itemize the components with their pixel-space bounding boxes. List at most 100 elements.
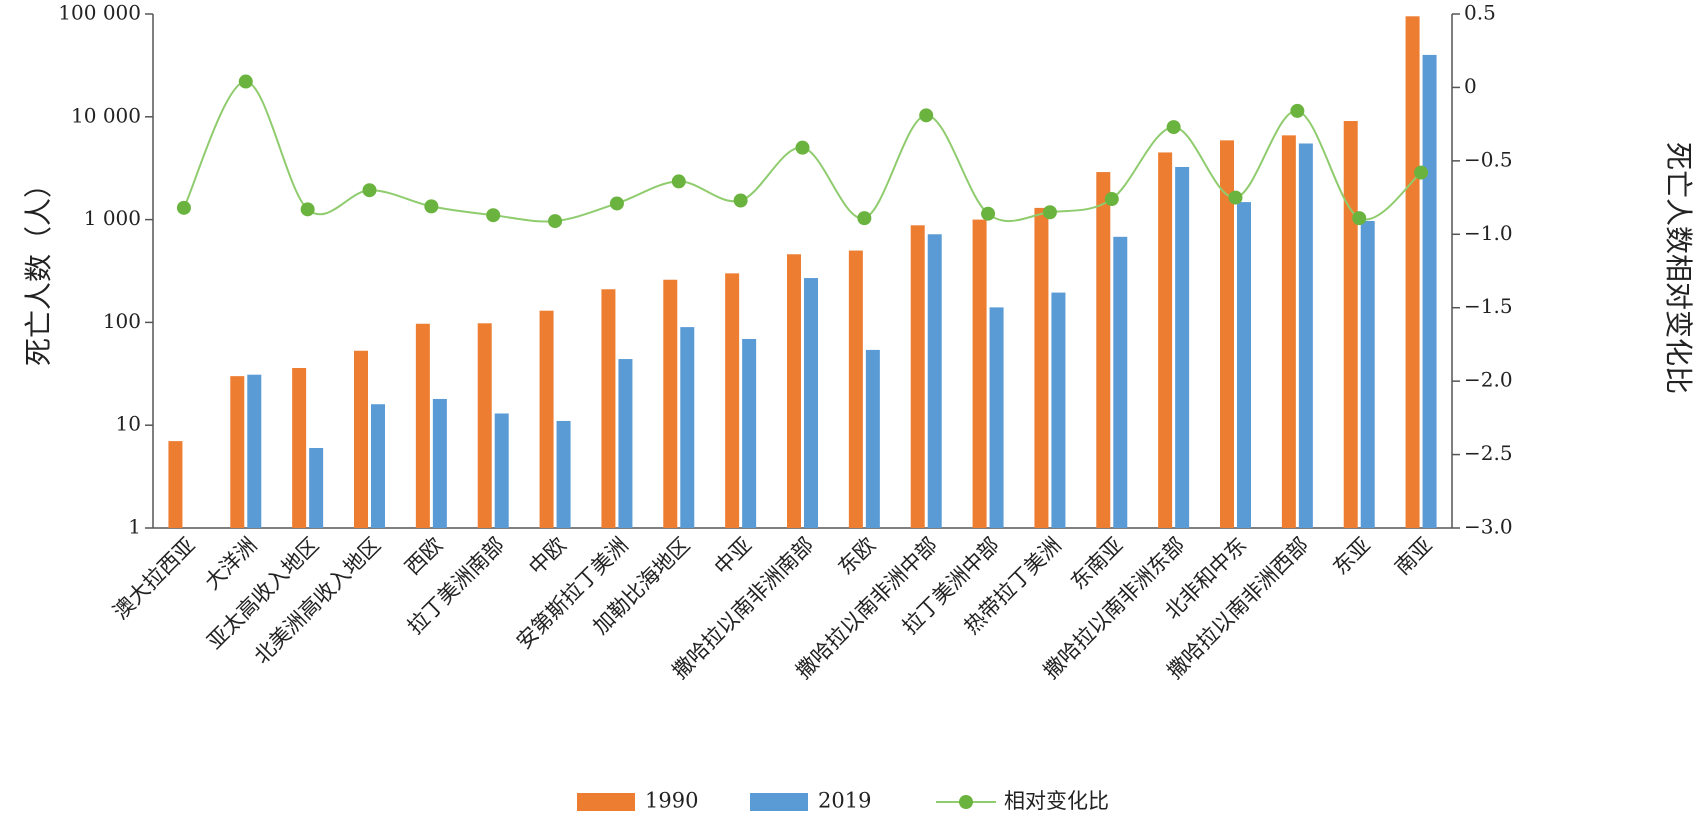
- relative-change-point: [1104, 192, 1119, 207]
- bar-2019: [1237, 202, 1251, 528]
- category-label: 东欧: [833, 533, 880, 580]
- legend-label: 相对变化比: [1004, 789, 1109, 813]
- legend-swatch-marker: [959, 795, 973, 809]
- bar-2019: [804, 278, 818, 528]
- legend: 1990 2019 相对变化比: [577, 789, 1109, 813]
- left-tick-label: 1: [128, 515, 141, 539]
- right-tick-label: 0: [1464, 74, 1477, 98]
- bar-2019: [432, 398, 447, 528]
- relative-change-point: [671, 174, 686, 189]
- relative-change-point: [548, 214, 563, 229]
- legend-swatch-1990: [577, 793, 635, 811]
- bar-2019: [1422, 54, 1437, 528]
- relative-change-point: [919, 108, 934, 123]
- relative-change-point: [176, 200, 191, 215]
- right-tick-label: 0.5: [1464, 1, 1496, 25]
- bar-1990: [601, 289, 616, 528]
- bar-2019: [1175, 166, 1190, 528]
- right-tick-label: −2.0: [1464, 368, 1513, 392]
- bar-2019: [309, 448, 324, 528]
- bar-2019: [1113, 236, 1128, 528]
- bar-2019: [989, 307, 1004, 528]
- right-tick-label: −0.5: [1464, 147, 1513, 171]
- category-label: 中亚: [710, 533, 757, 580]
- left-tick-label: 10: [116, 412, 141, 436]
- category-label: 东亚: [1328, 533, 1375, 580]
- category-label: 中欧: [524, 533, 571, 580]
- bars: [168, 16, 1437, 529]
- bar-2019: [742, 338, 757, 528]
- bar-2019: [927, 234, 942, 528]
- relative-change-point: [981, 206, 996, 221]
- relative-change-point: [1290, 103, 1305, 118]
- bar-2019: [371, 404, 385, 528]
- left-tick-label: 1 000: [84, 206, 141, 230]
- category-label: 澳大拉西亚: [108, 533, 199, 624]
- relative-change-point: [795, 140, 810, 155]
- category-label: 东南亚: [1066, 533, 1128, 595]
- relative-change-point: [1166, 120, 1181, 135]
- category-label: 南亚: [1390, 533, 1437, 580]
- legend-label: 2019: [818, 789, 871, 813]
- bar-1990: [230, 376, 245, 528]
- bar-1990: [168, 441, 183, 528]
- bar-2019: [494, 413, 509, 528]
- bar-1990: [725, 273, 740, 528]
- relative-change-point: [300, 202, 315, 217]
- bar-1990: [1034, 207, 1049, 528]
- bar-2019: [865, 349, 880, 528]
- right-tick-label: −2.5: [1464, 441, 1513, 465]
- relative-change-point: [857, 211, 872, 226]
- legend-label: 1990: [645, 789, 698, 813]
- relative-change-point: [1352, 211, 1367, 226]
- right-tick-label: −1.5: [1464, 294, 1513, 318]
- relative-change-point: [733, 193, 748, 208]
- relative-change-point: [609, 196, 624, 211]
- relative-change-point: [486, 208, 501, 223]
- bar-1990: [787, 254, 801, 528]
- bar-1990: [1096, 172, 1111, 528]
- bar-2019: [247, 374, 262, 528]
- bar-2019: [618, 359, 633, 528]
- bar-1990: [663, 279, 678, 528]
- relative-change-point: [1414, 165, 1429, 180]
- category-label: 亚太高收入地区: [203, 533, 324, 654]
- relative-change-point: [362, 183, 377, 198]
- category-label: 大洋洲: [200, 533, 262, 595]
- relative-change-line: [176, 74, 1429, 229]
- y-axis-title: 死亡人数（人）: [22, 170, 55, 366]
- relative-change-point: [1042, 205, 1057, 220]
- bar-1990: [539, 310, 554, 528]
- bar-2019: [680, 327, 695, 528]
- bar-1990: [1343, 121, 1358, 528]
- relative-change-point: [424, 199, 439, 214]
- right-tick-label: −1.0: [1464, 221, 1513, 245]
- bar-2019: [556, 420, 571, 528]
- bar-1990: [1281, 135, 1296, 528]
- bar-1990: [1158, 152, 1173, 528]
- bar-1990: [972, 219, 987, 528]
- bar-1990: [415, 323, 430, 528]
- left-tick-label: 100 000: [58, 1, 141, 25]
- relative-change-point: [1228, 190, 1243, 205]
- bar-2019: [1051, 292, 1066, 528]
- relative-change-point: [238, 74, 253, 89]
- left-tick-label: 10 000: [71, 103, 141, 127]
- left-tick-label: 100: [103, 309, 141, 333]
- category-label: 安第斯拉丁美洲: [512, 533, 633, 654]
- bar-1990: [1405, 16, 1420, 529]
- bar-1990: [910, 225, 925, 528]
- y2-axis-title: 死亡人数相对变化比: [1662, 142, 1695, 394]
- axes: [145, 13, 1460, 529]
- legend-swatch-2019: [750, 793, 808, 811]
- bar-2019: [1298, 143, 1313, 528]
- bar-1990: [848, 250, 863, 528]
- category-label: 西欧: [400, 533, 447, 580]
- bar-2019: [1360, 220, 1375, 528]
- bar-1990: [354, 350, 368, 528]
- bar-1990: [477, 323, 492, 528]
- right-tick-label: −3.0: [1464, 515, 1513, 539]
- bar-1990: [1220, 140, 1234, 528]
- bar-1990: [292, 368, 307, 528]
